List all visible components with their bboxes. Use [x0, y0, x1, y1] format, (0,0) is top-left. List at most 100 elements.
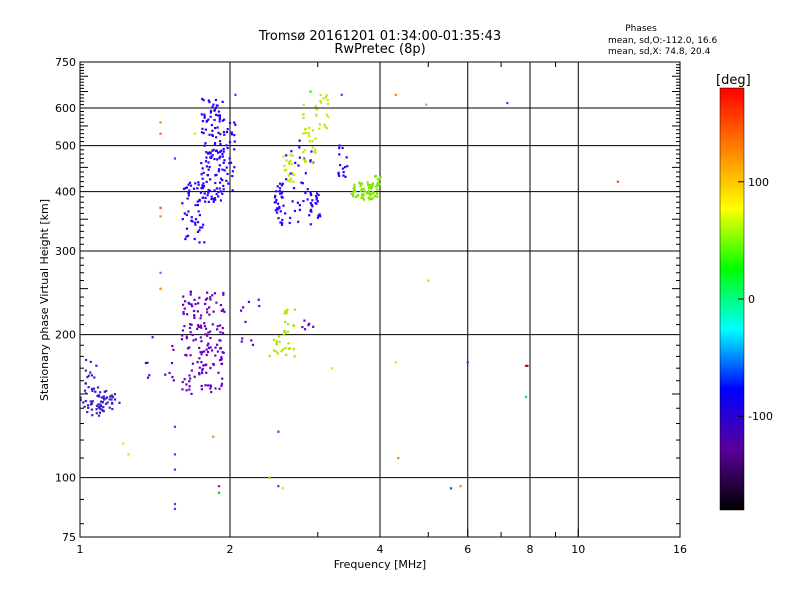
data-point: [200, 187, 203, 190]
data-point: [276, 202, 280, 205]
data-point: [206, 384, 210, 387]
data-point: [214, 174, 217, 177]
data-point: [205, 156, 208, 159]
data-point: [344, 175, 347, 178]
data-point: [207, 331, 210, 334]
data-point: [208, 313, 211, 316]
data-point: [87, 374, 90, 377]
data-point: [209, 109, 213, 113]
data-point: [218, 387, 221, 390]
data-point: [106, 401, 109, 404]
data-point: [189, 331, 192, 334]
data-point: [217, 170, 220, 173]
data-point: [306, 198, 309, 201]
data-point: [208, 306, 211, 309]
data-point: [84, 358, 88, 362]
grid-lines: [80, 62, 680, 537]
data-point: [201, 226, 204, 229]
data-point: [201, 127, 204, 130]
data-point: [327, 115, 330, 118]
data-point: [324, 96, 328, 99]
data-point: [206, 334, 209, 337]
data-point: [359, 183, 362, 186]
data-point: [304, 172, 307, 175]
data-point: [209, 385, 213, 388]
data-point: [233, 133, 236, 137]
data-point: [205, 151, 208, 154]
data-point: [370, 193, 373, 196]
data-point: [196, 203, 200, 207]
data-point: [181, 329, 185, 332]
data-point: [210, 390, 213, 394]
data-point: [616, 180, 619, 183]
data-point: [288, 221, 291, 225]
data-point: [287, 179, 290, 182]
data-point: [194, 338, 197, 341]
data-point: [111, 407, 114, 411]
data-point: [168, 371, 171, 375]
data-point: [201, 167, 204, 170]
data-point: [172, 348, 175, 351]
data-point: [338, 146, 341, 150]
data-point: [292, 180, 295, 183]
data-point: [189, 184, 193, 187]
data-point: [309, 223, 312, 226]
data-point: [96, 394, 99, 398]
data-point: [188, 189, 191, 192]
data-point: [251, 343, 255, 346]
data-point: [308, 322, 311, 325]
data-point: [91, 400, 94, 403]
data-point: [207, 161, 210, 164]
data-point: [367, 189, 370, 193]
data-point: [280, 221, 284, 225]
data-point: [221, 119, 224, 122]
data-point: [204, 128, 207, 131]
data-point: [219, 347, 222, 350]
data-point: [425, 103, 428, 106]
data-point: [211, 294, 214, 297]
data-point: [309, 208, 313, 211]
data-point: [220, 384, 223, 387]
data-point: [302, 158, 305, 161]
data-point: [183, 307, 186, 310]
data-point: [369, 194, 372, 197]
data-point: [87, 406, 90, 409]
data-point: [376, 195, 379, 198]
data-point: [312, 325, 315, 328]
data-point: [216, 325, 219, 328]
data-point: [459, 485, 462, 488]
data-point: [304, 191, 307, 195]
data-point: [233, 140, 236, 143]
data-point: [298, 208, 301, 212]
data-point: [449, 487, 453, 490]
data-point: [202, 223, 205, 226]
data-point: [198, 199, 201, 202]
data-point: [93, 376, 96, 379]
data-point: [190, 216, 193, 219]
data-point: [352, 195, 355, 198]
data-point: [316, 200, 319, 203]
data-point: [79, 396, 82, 399]
data-point: [171, 375, 174, 379]
data-point: [221, 309, 224, 312]
data-point: [205, 180, 208, 183]
data-point: [214, 149, 218, 153]
data-point: [209, 296, 212, 299]
data-point: [286, 322, 290, 326]
data-point: [190, 392, 193, 396]
data-point: [218, 114, 222, 117]
data-point: [371, 184, 374, 187]
data-point: [225, 166, 228, 169]
data-point: [373, 195, 376, 198]
data-point: [366, 181, 369, 184]
data-point: [188, 326, 192, 330]
data-point: [218, 187, 221, 190]
data-point: [368, 191, 371, 195]
data-point: [311, 205, 314, 208]
data-point: [208, 133, 211, 136]
data-point: [314, 148, 317, 151]
data-point: [359, 184, 362, 188]
data-point: [159, 121, 162, 124]
data-point: [203, 241, 206, 244]
data-point: [212, 435, 215, 438]
